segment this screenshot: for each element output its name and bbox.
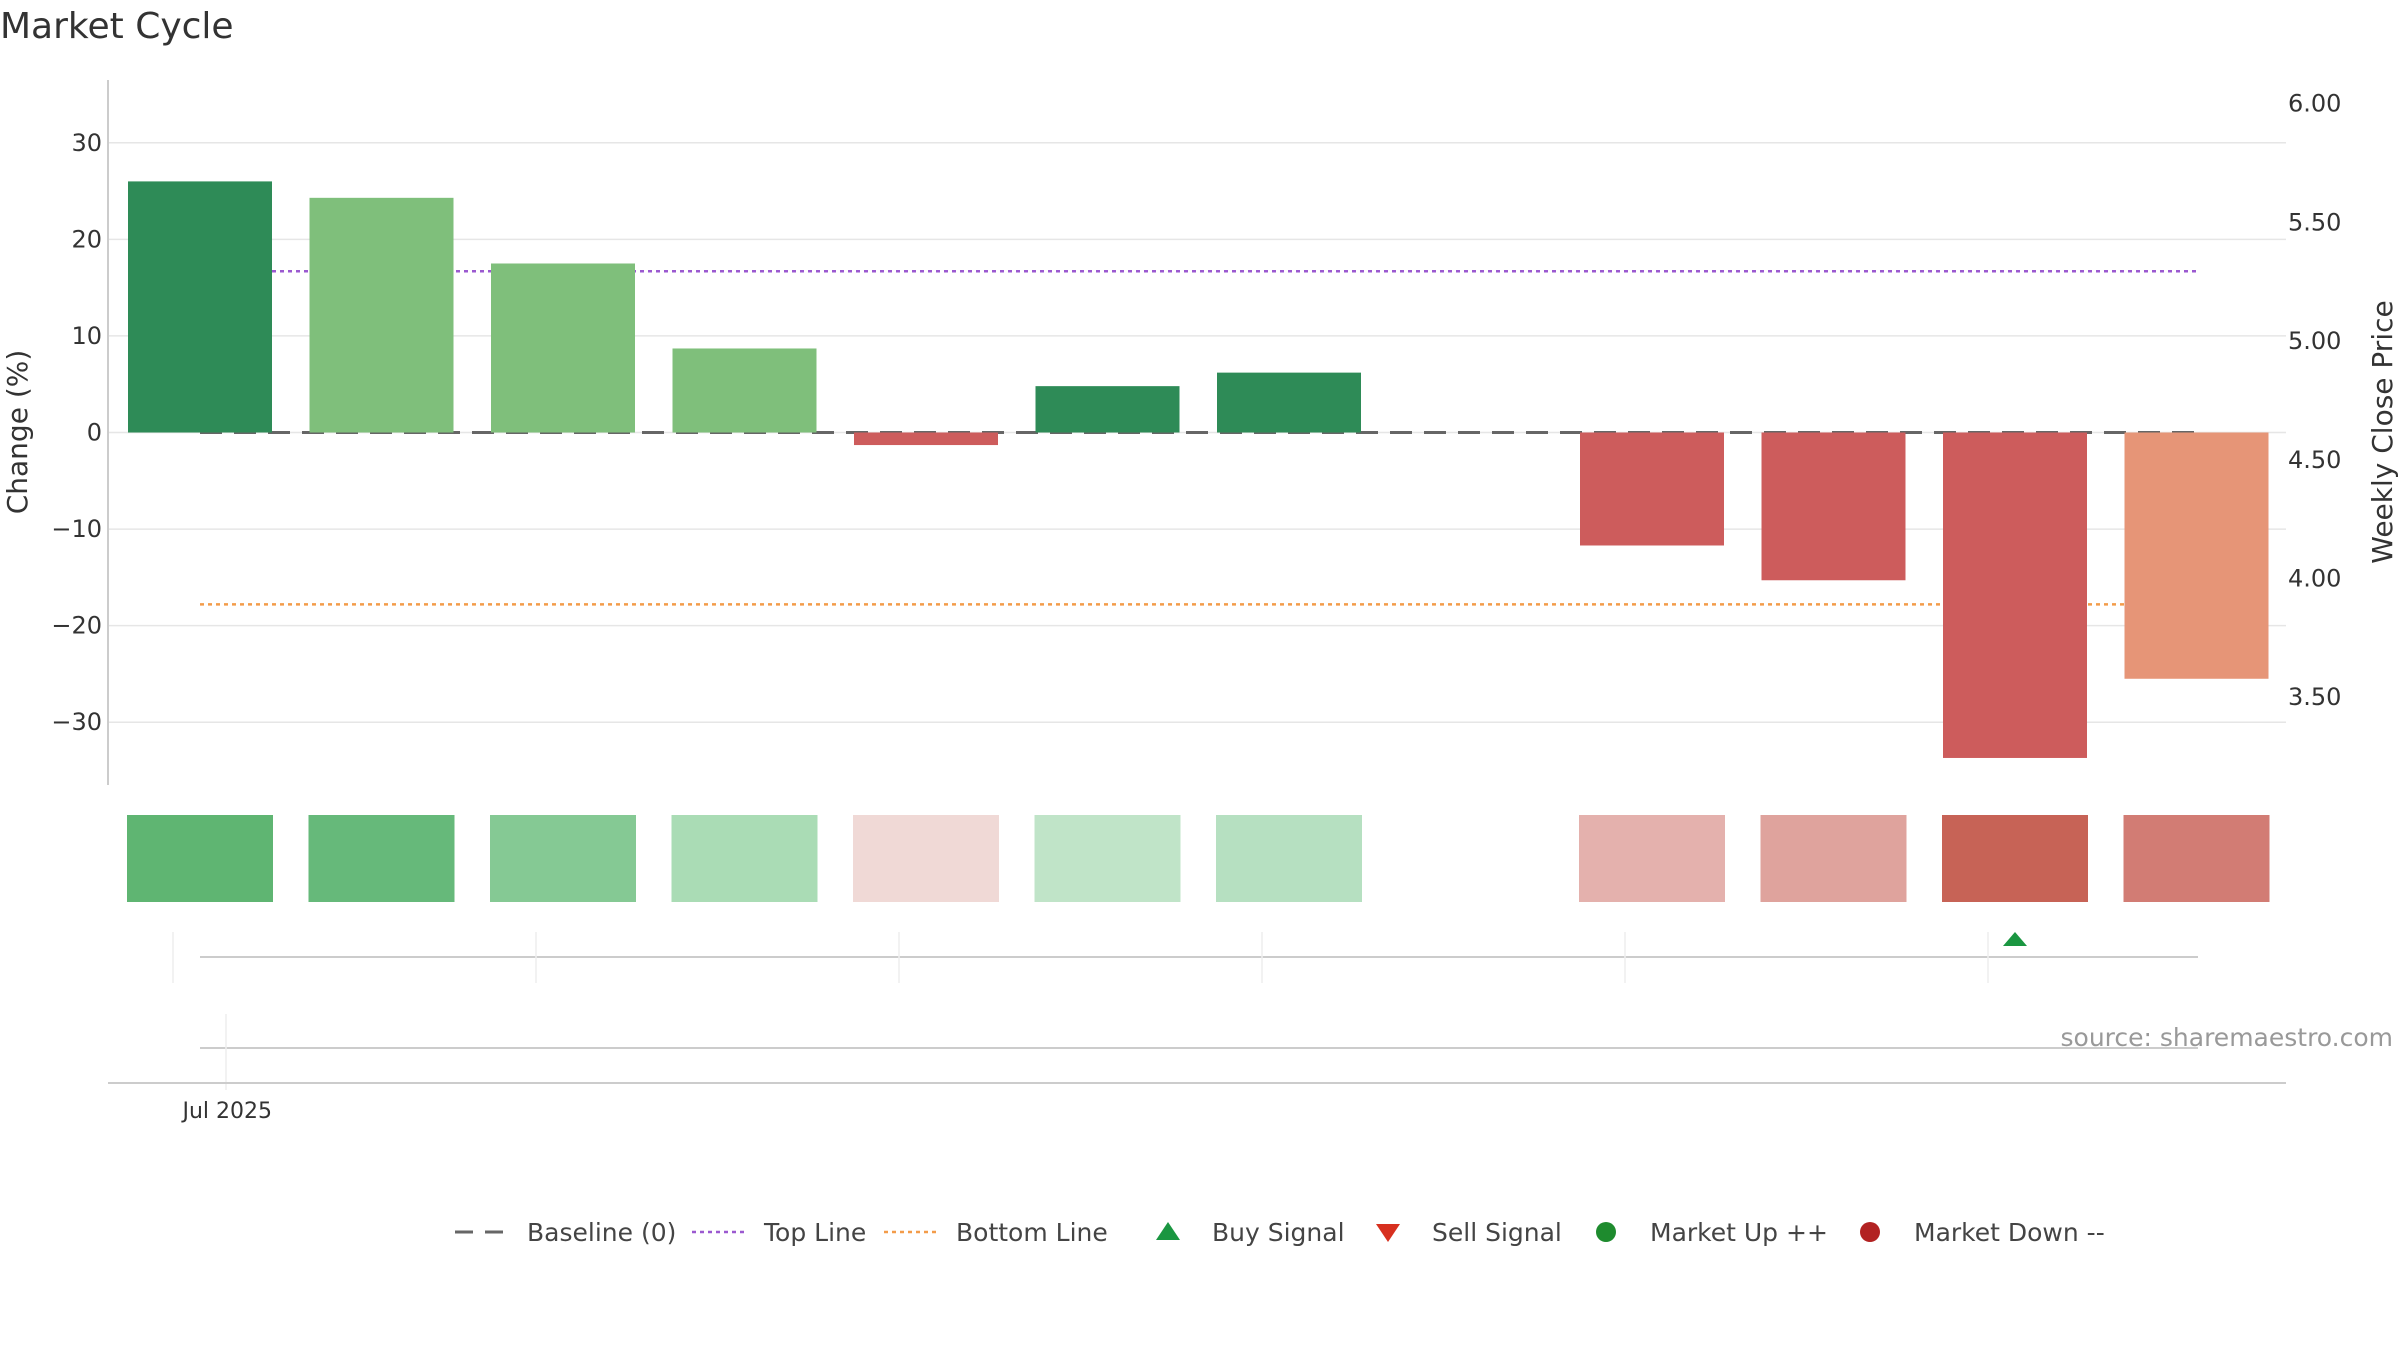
y-tick-label: 30 [71,129,102,157]
legend-label: Sell Signal [1432,1218,1562,1247]
bar[interactable] [1035,386,1180,433]
legend-triangle-up-icon [1156,1222,1180,1240]
heat-cell[interactable] [1216,815,1362,902]
y2-tick-label: 6.00 [2288,90,2341,118]
heat-cell[interactable] [1034,815,1181,902]
heat-strip [127,815,2270,902]
heat-cell[interactable] [308,815,455,902]
heat-cell[interactable] [1579,815,1725,902]
legend: Baseline (0) Top Line Bottom Line Buy Signa… [455,1218,2105,1247]
legend-item[interactable]: Market Up ++ [1596,1218,1828,1247]
legend-item[interactable]: Baseline (0) [455,1218,676,1247]
legend-circle-icon [1860,1222,1880,1242]
y-tick-label: −30 [51,708,102,736]
gridlines [108,142,2286,723]
heat-cell[interactable] [127,815,273,902]
y-tick-label: 10 [71,322,102,350]
y2-tick-label: 5.50 [2288,208,2341,236]
axes: 30 20 10 0 −10 −20 −30 6.00 5.50 5.00 4.50 4.00 3.50… [1,80,2399,785]
legend-item[interactable]: Bottom Line [884,1218,1108,1247]
y2-tick-label: 4.50 [2288,446,2341,474]
y-tick-label: 0 [87,419,102,447]
signal-panel [172,932,2198,983]
legend-item[interactable]: Sell Signal [1376,1218,1562,1247]
bar[interactable] [491,263,635,433]
heat-cell[interactable] [2123,815,2270,902]
heat-cell[interactable] [1760,815,1907,902]
x-tick-label: Jul 2025 [180,1099,272,1124]
source-label: source: sharemaestro.com [2061,1023,2394,1052]
bar[interactable] [128,181,272,433]
legend-triangle-down-icon [1376,1224,1400,1242]
lower-panel: Jul 2025 source: sharemaestro.com [108,1014,2393,1124]
y2-tick-label: 3.50 [2288,683,2341,711]
legend-circle-icon [1596,1222,1616,1242]
heat-cell[interactable] [853,815,999,902]
y2-tick-label: 5.00 [2288,327,2341,355]
legend-label: Bottom Line [956,1218,1108,1247]
legend-label: Baseline (0) [527,1218,676,1247]
legend-item[interactable]: Top Line [692,1218,866,1247]
legend-label: Buy Signal [1212,1218,1345,1247]
reference-lines [200,269,2198,606]
bar[interactable] [672,348,817,433]
y-axis-title: Change (%) [1,350,34,515]
bar[interactable] [1943,432,2087,758]
y2-tick-label: 4.00 [2288,564,2341,592]
bar[interactable] [1580,432,1724,546]
y-tick-label: 20 [71,225,102,253]
buy-signal-marker[interactable] [2003,932,2027,946]
heat-cell[interactable] [1942,815,2088,902]
y-tick-label: −20 [51,612,102,640]
bar-series [128,181,2269,758]
y2-axis-title: Weekly Close Price [2366,300,2399,563]
bar[interactable] [309,197,454,433]
bar[interactable] [1217,372,1361,433]
legend-item[interactable]: Market Down -- [1860,1218,2105,1247]
bar[interactable] [854,432,998,446]
bar[interactable] [1761,432,1906,581]
heat-cell[interactable] [671,815,818,902]
y-tick-label: −10 [51,515,102,543]
legend-item[interactable]: Buy Signal [1156,1218,1345,1247]
legend-label: Market Down -- [1914,1218,2105,1247]
legend-label: Market Up ++ [1650,1218,1828,1247]
chart-title: Market Cycle [0,6,234,47]
heat-cell[interactable] [490,815,636,902]
legend-label: Top Line [763,1218,866,1247]
bar[interactable] [2124,432,2269,679]
